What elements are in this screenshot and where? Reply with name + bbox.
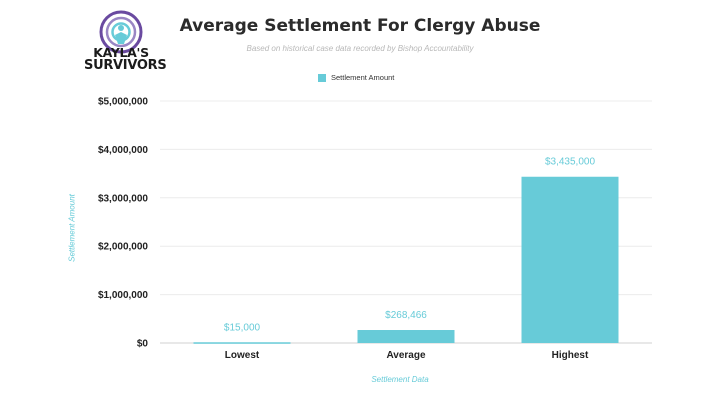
y-tick-label: $3,000,000 [98, 193, 148, 204]
y-tick-label: $5,000,000 [98, 97, 148, 108]
x-axis-label: Settlement Data [371, 375, 429, 384]
data-label: $15,000 [224, 322, 261, 333]
bar [193, 342, 291, 344]
bar [521, 176, 619, 343]
legend-label: Settlement Amount [331, 73, 395, 82]
chart-subtitle: Based on historical case data recorded b… [246, 44, 474, 53]
chart-title: Average Settlement For Clergy Abuse [179, 16, 541, 36]
bar [357, 330, 455, 343]
kaylas-survivors-logo [99, 10, 143, 54]
data-label: $268,466 [385, 310, 427, 321]
x-tick-label: Highest [552, 350, 589, 361]
data-label: $3,435,000 [545, 157, 595, 168]
logo-line-2: SURVIVORS [84, 58, 167, 73]
y-tick-label: $1,000,000 [98, 290, 148, 301]
legend-swatch [318, 73, 326, 82]
y-tick-label: $4,000,000 [98, 145, 148, 156]
x-tick-label: Average [386, 350, 426, 361]
logo-line-1: KAYLA'S [93, 45, 149, 60]
logo-wordmark: KAYLA'S SURVIVORS [84, 45, 167, 73]
x-tick-label: Lowest [225, 350, 260, 361]
y-tick-label: $0 [137, 339, 149, 350]
chart-legend: Settlement Amount [318, 73, 394, 82]
y-tick-label: $2,000,000 [98, 242, 148, 253]
